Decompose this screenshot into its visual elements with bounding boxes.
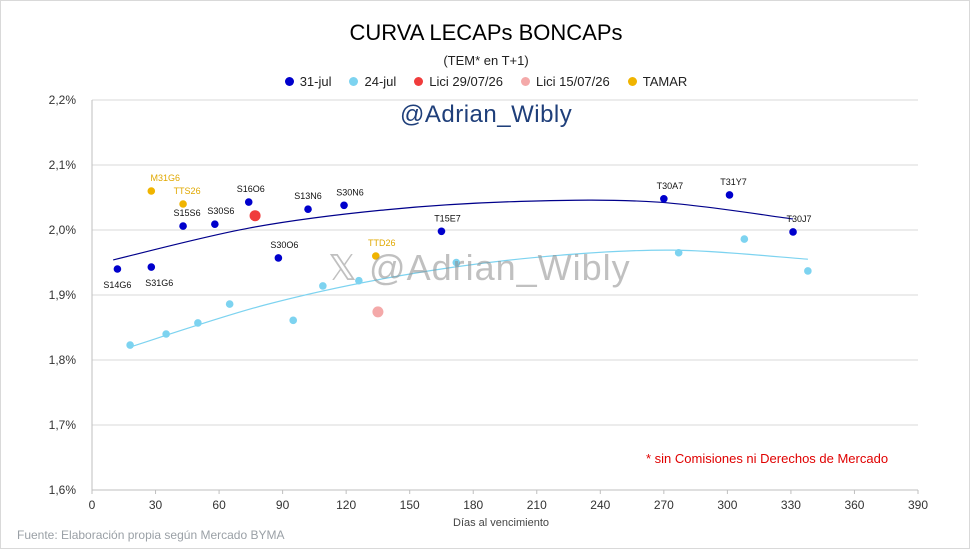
- x-tick-label: 240: [590, 498, 610, 512]
- data-point: [355, 276, 363, 285]
- data-point: [225, 300, 234, 308]
- x-tick-label: 90: [276, 498, 290, 512]
- y-tick-label: 2,1%: [49, 158, 77, 172]
- data-label: S30S6: [207, 206, 234, 216]
- x-axis-title: Días al vencimiento: [453, 517, 549, 529]
- y-tick-label: 1,8%: [49, 353, 77, 367]
- legend-label: TAMAR: [642, 74, 688, 89]
- watermark-middle-text: @Adrian_Wibly: [369, 247, 631, 288]
- data-label: T31Y7: [720, 177, 747, 187]
- data-point: [437, 227, 446, 236]
- legend-item-31-jul: 31-jul: [284, 74, 332, 89]
- legend-marker: [414, 77, 424, 86]
- data-label: S31G6: [145, 278, 173, 288]
- trendline-0: [113, 199, 794, 261]
- watermark-top: @Adrian_Wibly: [400, 101, 573, 128]
- data-point: [660, 195, 668, 203]
- legend-marker: [349, 77, 359, 86]
- data-point: [340, 201, 348, 210]
- data-label: M31G6: [151, 173, 181, 183]
- data-point: [319, 282, 327, 290]
- y-tick-label: 1,6%: [49, 483, 77, 497]
- data-point: [804, 267, 812, 275]
- legend-item-lici-29-07-26: Lici 29/07/26: [414, 74, 503, 89]
- data-point: [372, 252, 380, 260]
- data-label: S13N6: [294, 191, 322, 201]
- legend-label: Lici 29/07/26: [429, 74, 504, 89]
- data-point: [304, 205, 312, 213]
- x-tick-label: 150: [400, 498, 420, 512]
- x-tick-label: 60: [212, 498, 226, 512]
- x-logo-icon: 𝕏: [328, 247, 359, 288]
- data-point: [244, 198, 253, 206]
- x-tick-label: 360: [844, 498, 864, 512]
- y-tick-label: 2,0%: [49, 223, 77, 237]
- x-tick-label: 0: [89, 498, 96, 512]
- data-point: [126, 341, 134, 349]
- chart-title: CURVA LECAPs BONCAPs: [349, 20, 623, 45]
- legend-label: 24-jul: [364, 74, 397, 89]
- data-label: S15S6: [174, 208, 201, 218]
- legend-label: 31-jul: [299, 74, 332, 89]
- legend-marker: [521, 77, 531, 86]
- legend-item-24-jul: 24-jul: [349, 74, 396, 89]
- data-point: [789, 228, 797, 236]
- data-label: S30N6: [336, 187, 364, 197]
- x-tick-label: 300: [717, 498, 737, 512]
- data-point: [725, 191, 734, 199]
- data-point: [113, 265, 122, 273]
- trendline-1: [129, 249, 808, 348]
- watermark-middle: 𝕏 @Adrian_Wibly: [328, 247, 631, 289]
- x-tick-label: 330: [781, 498, 801, 512]
- data-point: [372, 306, 384, 318]
- data-label: T30J7: [787, 214, 812, 224]
- data-point: [147, 187, 156, 195]
- data-point: [211, 220, 219, 228]
- y-tick-label: 2,2%: [49, 93, 77, 107]
- x-tick-label: 270: [654, 498, 674, 512]
- data-point: [194, 319, 202, 327]
- legend-marker: [627, 77, 637, 86]
- legend-item-tamar: TAMAR: [627, 74, 688, 89]
- data-point: [147, 263, 156, 271]
- x-tick-label: 180: [463, 498, 483, 512]
- data-point: [452, 258, 461, 267]
- x-tick-label: 210: [527, 498, 547, 512]
- data-point: [162, 330, 170, 338]
- chart-subtitle: (TEM* en T+1): [443, 53, 529, 68]
- legend: 31-jul 24-jul Lici 29/07/26 Lici 15/07/2…: [0, 74, 972, 89]
- data-label: T15E7: [434, 213, 461, 223]
- legend-marker: [284, 77, 294, 86]
- data-label: T30A7: [657, 181, 684, 191]
- y-tick-label: 1,9%: [49, 288, 77, 302]
- y-tick-label: 1,7%: [49, 418, 77, 432]
- data-point: [249, 210, 261, 222]
- data-label: S30O6: [270, 240, 298, 250]
- footnote: * sin Comisiones ni Derechos de Mercado: [646, 451, 889, 466]
- data-label: TTS26: [174, 186, 201, 196]
- source-note: Fuente: Elaboración propia según Mercado…: [17, 528, 285, 542]
- legend-item-lici-15-07-26: Lici 15/07/26: [521, 74, 610, 89]
- data-point: [674, 248, 683, 257]
- data-label: TTD26: [368, 238, 396, 248]
- data-label: S16O6: [237, 184, 265, 194]
- x-tick-label: 30: [149, 498, 163, 512]
- data-point: [274, 254, 283, 262]
- data-point: [179, 200, 187, 208]
- data-point: [740, 235, 749, 243]
- x-tick-label: 120: [336, 498, 356, 512]
- legend-label: Lici 15/07/26: [536, 74, 610, 89]
- data-label: S14G6: [103, 280, 131, 290]
- x-tick-label: 390: [908, 498, 928, 512]
- data-point: [179, 222, 187, 230]
- data-point: [289, 316, 298, 325]
